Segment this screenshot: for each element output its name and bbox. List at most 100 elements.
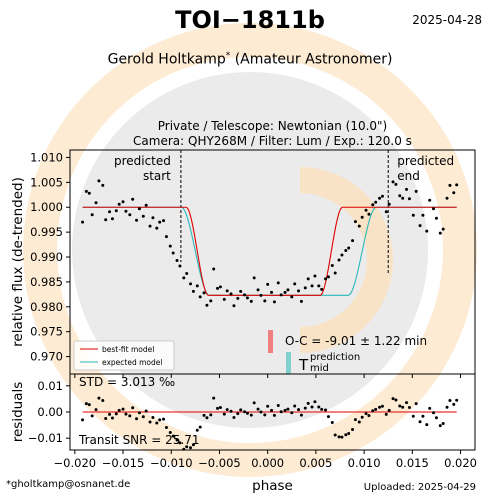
data-point [87, 191, 91, 195]
predicted-end-label: predicted [397, 154, 454, 168]
predicted-end-label: end [397, 169, 420, 183]
data-point [418, 224, 422, 228]
x-tick-label: −0.005 [198, 456, 241, 470]
res-y-axis-label: residuals [10, 382, 26, 443]
residuals-panel: −0.01 0.00 0.01 −0.020 −0.015 −0.010 −0.005 0.0… [10, 373, 477, 494]
residual-point [351, 428, 355, 432]
data-point [114, 209, 118, 213]
residual-point [425, 423, 429, 427]
residual-point [398, 404, 402, 408]
data-point [364, 208, 368, 212]
residual-point [357, 420, 361, 424]
telescope-info: Private / Telescope: Newtonian (10.0") [157, 119, 388, 133]
residual-point [171, 434, 175, 438]
observer-role: (Amateur Astronomer) [234, 51, 393, 68]
residual-point [364, 412, 368, 416]
data-point [452, 191, 456, 195]
residual-point [97, 396, 101, 400]
data-point [330, 263, 334, 267]
residual-point [87, 403, 91, 407]
residual-point [229, 409, 233, 413]
y-tick-label: 1.005 [30, 175, 63, 189]
y-tick-label: 1.010 [30, 150, 63, 164]
residual-point [455, 398, 459, 402]
data-point [198, 295, 202, 299]
residual-point [131, 406, 135, 410]
residual-point [303, 406, 307, 410]
data-point [182, 276, 186, 280]
transit-snr: Transit SNR = 25.71 [78, 433, 200, 447]
residual-point [252, 401, 256, 405]
data-point [353, 220, 357, 224]
residual-point [333, 433, 337, 437]
data-point [81, 220, 85, 224]
data-point [380, 194, 384, 198]
data-point [351, 239, 355, 243]
std-value: STD = 3.013 ‰ [79, 375, 175, 389]
data-point [357, 224, 361, 228]
x-tick-label: −0.010 [150, 456, 193, 470]
residual-point [128, 414, 132, 418]
data-point [259, 293, 263, 297]
data-point [108, 210, 112, 214]
data-point [272, 300, 276, 304]
data-point [124, 209, 128, 213]
data-point [229, 292, 233, 296]
data-point [90, 213, 94, 217]
residual-point [452, 402, 456, 406]
data-point [310, 284, 314, 288]
residual-point [330, 420, 334, 424]
data-point [189, 282, 193, 286]
data-point [191, 289, 195, 293]
data-point [263, 299, 267, 303]
residual-point [121, 407, 125, 411]
residual-point [367, 414, 371, 418]
residual-point [236, 412, 240, 416]
data-point [432, 207, 436, 211]
residual-point [340, 435, 344, 439]
residual-point [374, 407, 378, 411]
residual-point [405, 401, 409, 405]
data-point [324, 277, 328, 281]
data-point [218, 285, 222, 289]
camera-info: Camera: QHY268M / Filter: Lum / Exp.: 12… [133, 134, 412, 148]
residual-point [313, 400, 317, 404]
tmid-super: prediction [310, 352, 360, 363]
data-point [391, 180, 395, 184]
residual-point [448, 398, 452, 402]
data-point [290, 295, 294, 299]
legend-box [73, 340, 175, 371]
data-point [279, 293, 283, 297]
residual-point [414, 402, 418, 406]
residual-point [90, 414, 94, 418]
residual-point [259, 410, 263, 414]
x-tick-label: −0.015 [102, 456, 145, 470]
x-tick-label: 0.020 [444, 456, 477, 470]
data-point [151, 216, 155, 220]
data-point [378, 196, 382, 200]
data-point [155, 226, 159, 230]
data-point [135, 218, 139, 222]
observation-date: 2025-04-28 [412, 13, 482, 27]
data-point [297, 289, 301, 293]
upload-date: Uploaded: 2025-04-29 [363, 482, 476, 493]
residual-point [263, 413, 267, 417]
data-point [195, 284, 199, 288]
tmid-sub: mid [310, 363, 329, 374]
data-point [337, 258, 341, 262]
data-point [84, 189, 88, 193]
data-point [162, 219, 166, 223]
data-point [401, 196, 405, 200]
residual-point [432, 411, 436, 415]
residual-point [299, 413, 303, 417]
data-point [411, 213, 415, 217]
data-point [232, 304, 236, 308]
data-point [202, 291, 206, 295]
data-point [333, 271, 337, 275]
data-point [137, 207, 141, 211]
data-point [104, 218, 108, 222]
data-point [394, 182, 398, 186]
x-tick-label: −0.020 [54, 456, 97, 470]
data-point [405, 187, 409, 191]
